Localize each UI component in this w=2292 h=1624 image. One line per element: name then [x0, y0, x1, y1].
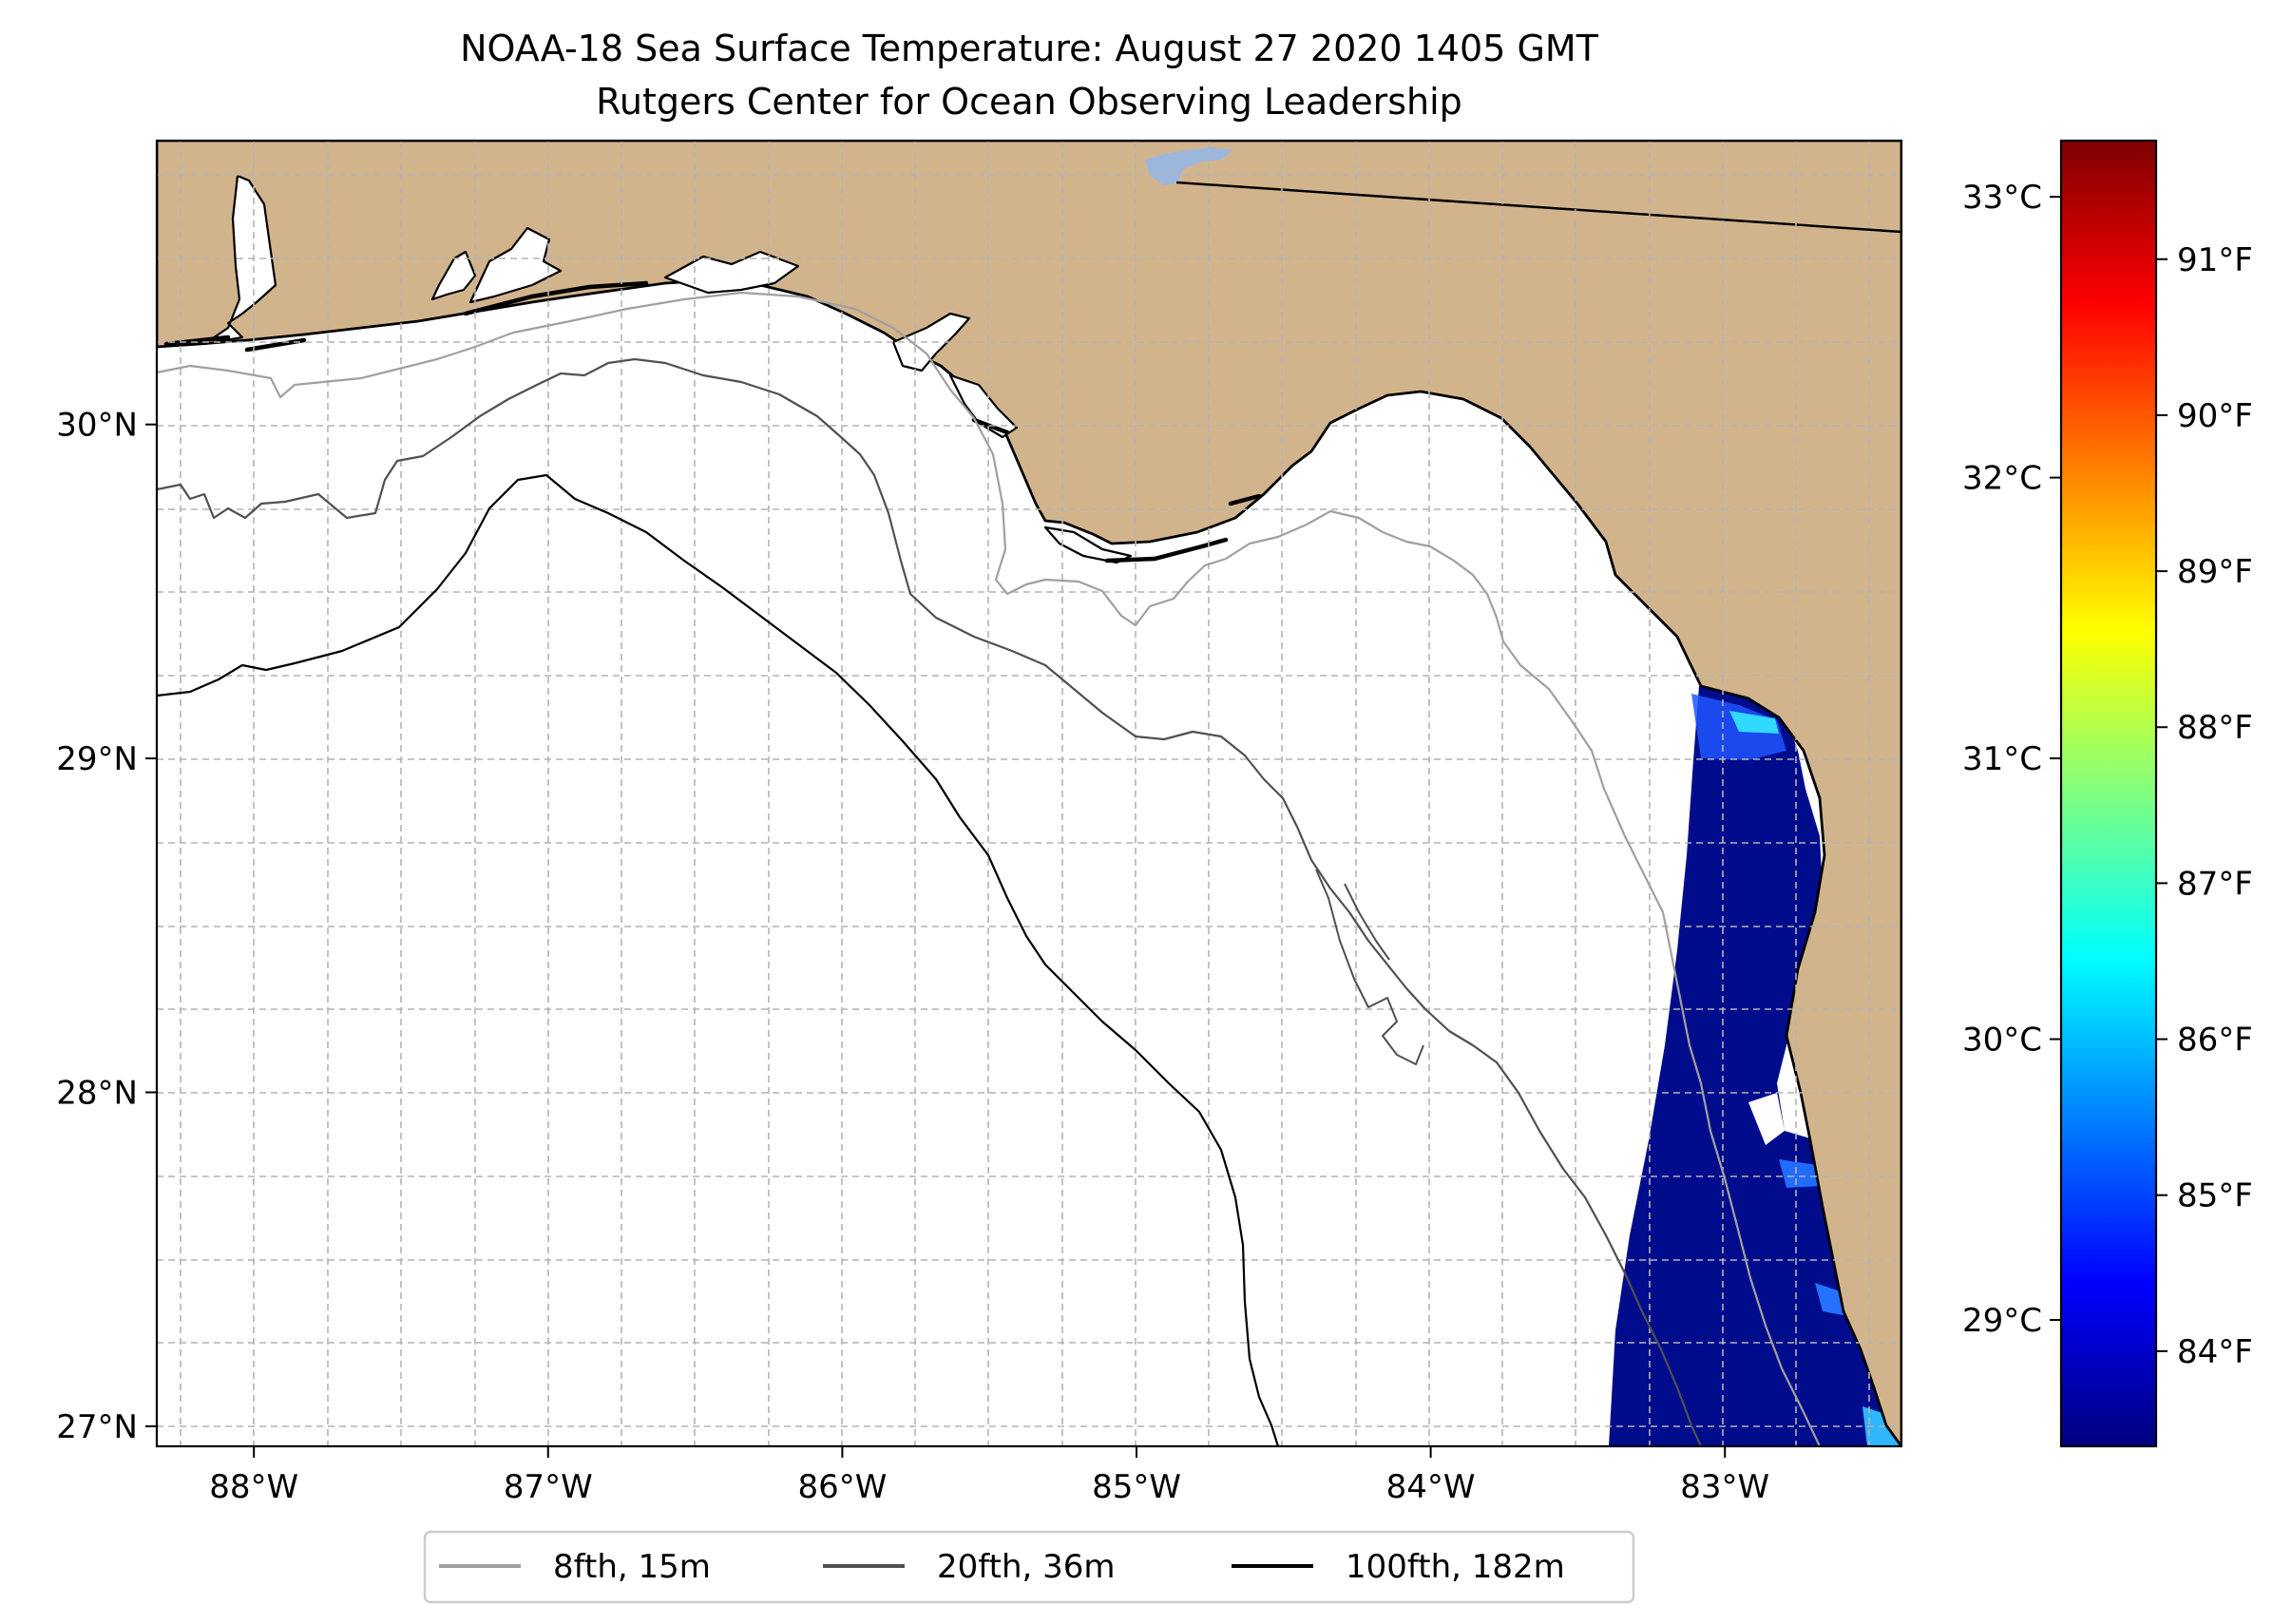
colorbar-fahrenheit-axis: 84°F 85°F 86°F 87°F 88°F 89°F 90°F 91°F — [2156, 241, 2253, 1371]
sst-swath — [1609, 686, 1901, 1446]
fahrenheit-tick-label: 87°F — [2177, 865, 2253, 903]
fahrenheit-tick-label: 85°F — [2177, 1177, 2253, 1215]
isobath-100fth-182m — [157, 473, 1280, 1446]
lat-tick-label: 27°N — [56, 1408, 138, 1446]
st-joseph-bay — [891, 312, 971, 373]
fahrenheit-tick-label: 86°F — [2177, 1022, 2253, 1060]
celsius-tick-label: 29°C — [1962, 1302, 2042, 1340]
lon-tick-label: 85°W — [1092, 1468, 1181, 1506]
title-line-2: Rutgers Center for Ocean Observing Leade… — [596, 81, 1462, 123]
lat-tick-label: 30°N — [56, 407, 138, 445]
pensacola-bay — [430, 250, 477, 301]
fahrenheit-tick-label: 91°F — [2177, 241, 2253, 279]
fahrenheit-tick-label: 88°F — [2177, 709, 2253, 747]
lon-tick-label: 88°W — [209, 1468, 298, 1506]
legend-label-20fth: 20fth, 36m — [937, 1548, 1116, 1586]
isobath-20fth-36m — [157, 357, 1703, 1446]
celsius-tick-label: 31°C — [1962, 740, 2042, 778]
map-panel — [157, 141, 1901, 1446]
isobath-20fth-shoals — [1315, 869, 1424, 1065]
lat-tick-label: 29°N — [56, 740, 138, 778]
mobile-bay — [202, 174, 277, 346]
sst-warm-patch-1 — [1729, 711, 1779, 734]
legend-box — [423, 1530, 1635, 1604]
fahrenheit-tick-label: 84°F — [2177, 1333, 2253, 1371]
legend-label-100fth: 100fth, 182m — [1346, 1548, 1565, 1586]
lake — [1145, 147, 1233, 185]
st-andrew-bay — [663, 250, 800, 295]
fahrenheit-tick-label: 89°F — [2177, 553, 2253, 591]
lon-tick-label: 87°W — [504, 1468, 593, 1506]
land-mass — [157, 141, 1901, 1446]
map-frame — [155, 139, 1903, 1448]
sst-swath-gap — [1748, 1093, 1785, 1145]
state-boundary — [1175, 181, 1901, 234]
lat-axis: 30°N 29°N 28°N 27°N — [56, 407, 157, 1446]
lon-tick-label: 86°W — [797, 1468, 887, 1506]
lon-tick-label: 83°W — [1680, 1468, 1769, 1506]
fahrenheit-tick-label: 90°F — [2177, 397, 2253, 435]
title-line-1: NOAA-18 Sea Surface Temperature: August … — [460, 28, 1599, 69]
legend: 8fth, 15m 20fth, 36m 100fth, 182m — [423, 1530, 1635, 1604]
celsius-tick-label: 33°C — [1962, 179, 2042, 217]
colorbar-celsius-axis: 29°C 30°C 31°C 32°C 33°C — [1962, 179, 2061, 1340]
sst-warm-patch-3 — [1779, 1159, 1823, 1188]
barrier-islands — [163, 280, 1262, 564]
celsius-tick-label: 32°C — [1962, 460, 2042, 498]
colorbar-gradient — [2059, 139, 2158, 1448]
lon-tick-label: 84°W — [1386, 1468, 1476, 1506]
choctawhatchee-bay — [468, 226, 563, 304]
lon-axis: 88°W 87°W 86°W 85°W 84°W 83°W — [209, 1446, 1769, 1506]
colorbar: 29°C 30°C 31°C 32°C 33°C 84°F 85°F 86°F 87°F 88°… — [1962, 139, 2253, 1448]
celsius-tick-label: 30°C — [1962, 1022, 2042, 1060]
lat-tick-label: 28°N — [56, 1075, 138, 1113]
legend-label-8fth: 8fth, 15m — [553, 1548, 711, 1586]
coastal-bays — [202, 174, 1133, 564]
isobath-8fth-15m — [157, 291, 1821, 1446]
apalachicola-bay — [948, 373, 1019, 439]
gridlines — [157, 141, 1901, 1446]
